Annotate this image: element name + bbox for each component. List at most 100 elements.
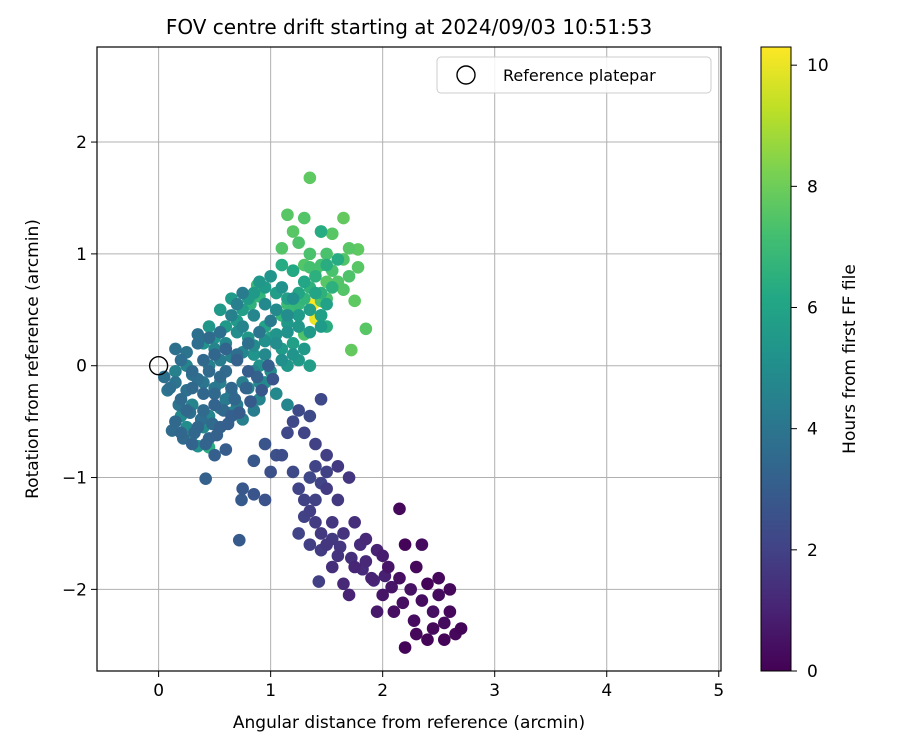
data-point <box>309 286 322 300</box>
data-point <box>409 627 423 641</box>
colorbar-label: Hours from first FF file <box>840 264 860 454</box>
data-point <box>432 588 445 602</box>
data-point <box>208 387 221 400</box>
data-point <box>286 292 300 305</box>
data-point <box>219 392 233 406</box>
data-point <box>309 269 322 283</box>
data-point <box>337 283 350 296</box>
data-point <box>348 515 361 529</box>
data-point <box>303 409 317 423</box>
data-point <box>303 303 317 317</box>
data-point <box>230 353 244 367</box>
data-point <box>199 472 212 485</box>
data-point <box>320 258 333 272</box>
plot-frame <box>96 46 722 672</box>
data-point <box>264 269 277 283</box>
data-point <box>197 404 210 417</box>
data-point <box>247 348 261 361</box>
data-point <box>275 353 289 367</box>
data-point <box>208 398 221 412</box>
data-point <box>286 264 300 277</box>
data-point <box>348 560 361 574</box>
data-point <box>309 515 322 529</box>
data-point <box>426 622 440 635</box>
data-point <box>230 297 244 311</box>
data-point <box>320 482 333 496</box>
y-tick-label: −2 <box>62 580 87 600</box>
y-axis-ticks: −2 −1 0 1 2 <box>62 133 97 600</box>
y-tick-label: 0 <box>76 357 87 377</box>
data-point <box>253 275 266 289</box>
colorbar-tick-label: 0 <box>807 662 818 682</box>
data-point <box>437 616 451 630</box>
data-point <box>342 269 356 283</box>
data-point <box>309 437 322 451</box>
data-point <box>250 370 264 384</box>
legend-label: Reference platepar <box>503 66 656 85</box>
data-point <box>337 211 350 225</box>
data-point <box>275 258 289 272</box>
data-point <box>202 320 216 333</box>
data-point <box>454 622 468 635</box>
data-point <box>286 225 300 238</box>
data-point <box>221 417 235 431</box>
data-point <box>281 208 294 222</box>
data-point <box>303 538 317 551</box>
data-point <box>174 392 188 406</box>
data-point <box>396 596 410 610</box>
data-point <box>303 359 317 373</box>
x-tick-label: 0 <box>153 681 164 701</box>
data-point <box>258 297 272 311</box>
data-point <box>253 325 266 339</box>
data-point <box>174 353 188 367</box>
data-point <box>409 560 423 574</box>
x-tick-label: 5 <box>713 681 724 701</box>
data-point <box>345 343 358 357</box>
colorbar-gradient <box>760 46 792 672</box>
data-point <box>348 294 361 308</box>
data-point <box>199 437 212 451</box>
data-point <box>421 633 434 646</box>
data-point <box>292 320 305 333</box>
data-point <box>258 493 272 507</box>
x-tick-label: 2 <box>377 681 388 701</box>
data-point <box>225 381 238 395</box>
data-point <box>255 384 268 397</box>
data-point <box>269 303 283 317</box>
data-point <box>309 460 322 473</box>
y-tick-label: 2 <box>76 133 87 153</box>
data-point <box>314 527 328 540</box>
data-point <box>219 443 233 456</box>
data-point <box>266 372 280 386</box>
data-point <box>426 605 440 619</box>
data-point <box>303 471 317 484</box>
data-point <box>208 348 221 361</box>
data-point <box>235 493 248 507</box>
data-point <box>385 580 398 594</box>
data-point <box>232 406 246 419</box>
data-point <box>247 454 261 468</box>
data-point <box>188 426 201 440</box>
data-point <box>281 325 294 339</box>
data-point <box>169 342 182 356</box>
data-point <box>404 583 417 596</box>
data-point <box>247 488 261 501</box>
colorbar-tick-label: 8 <box>807 177 818 197</box>
data-point <box>169 415 182 428</box>
data-point <box>393 502 406 516</box>
data-point <box>163 381 177 395</box>
data-point <box>292 236 305 249</box>
data-point <box>337 577 350 591</box>
data-point <box>421 577 434 591</box>
data-point <box>264 314 277 328</box>
data-point <box>320 247 333 261</box>
data-point <box>292 527 305 540</box>
data-point <box>325 281 339 294</box>
colorbar-tick-label: 4 <box>807 420 818 440</box>
data-point <box>185 381 199 395</box>
data-point <box>258 348 272 361</box>
data-point <box>202 331 216 345</box>
data-point <box>247 286 261 300</box>
data-point <box>228 392 242 406</box>
